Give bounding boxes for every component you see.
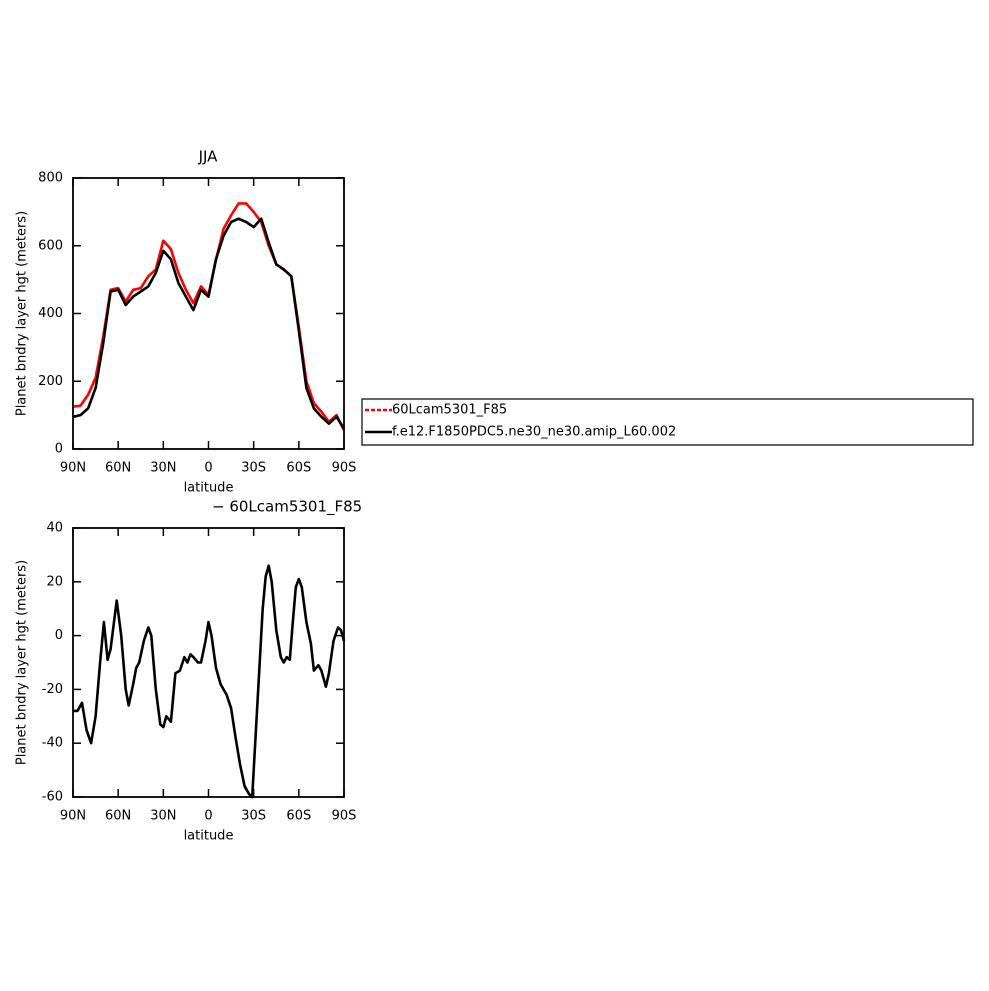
x-tick-label: 30S — [241, 809, 266, 824]
x-tick-label: 30N — [150, 461, 176, 476]
x-tick-label: 90N — [60, 809, 86, 824]
legend-box — [361, 398, 974, 446]
chart-title: − 60Lcam5301_F85 — [212, 498, 362, 517]
x-tick-label: 60N — [105, 461, 131, 476]
y-tick-label: 800 — [38, 171, 63, 186]
plot-frame — [72, 527, 345, 798]
y-tick-label: 0 — [55, 442, 63, 457]
y-axis-label: Planet bndry layer hgt (meters) — [15, 211, 30, 416]
legend-label: f.e12.F1850PDC5.ne30_ne30.amip_L60.002 — [392, 425, 676, 440]
x-tick-label: 90N — [60, 461, 86, 476]
x-axis-label: latitude — [184, 829, 234, 844]
data-line — [72, 217, 346, 430]
x-tick-label: 0 — [204, 809, 212, 824]
data-line — [73, 564, 346, 799]
x-axis-label: latitude — [184, 481, 234, 496]
y-tick-label: -20 — [42, 682, 63, 697]
y-tick-label: 600 — [38, 238, 63, 253]
y-axis-label: Planet bndry layer hgt (meters) — [15, 560, 30, 765]
legend-label: 60Lcam5301_F85 — [392, 403, 507, 418]
x-tick-label: 60S — [286, 461, 311, 476]
data-line — [72, 202, 346, 431]
y-tick-label: -40 — [42, 736, 63, 751]
x-tick-label: 30N — [150, 809, 176, 824]
x-tick-label: 0 — [204, 461, 212, 476]
y-tick-label: 200 — [38, 374, 63, 389]
y-tick-label: -60 — [42, 790, 63, 805]
y-tick-label: 0 — [55, 628, 63, 643]
y-tick-label: 400 — [38, 306, 63, 321]
x-tick-label: 60S — [286, 809, 311, 824]
y-tick-label: 20 — [46, 574, 63, 589]
plot-frame — [72, 177, 345, 450]
x-tick-label: 60N — [105, 809, 131, 824]
x-tick-label: 90S — [332, 809, 357, 824]
chart-title: JJA — [198, 148, 219, 166]
x-tick-label: 30S — [241, 461, 266, 476]
x-tick-label: 90S — [332, 461, 357, 476]
y-tick-label: 40 — [46, 521, 63, 536]
